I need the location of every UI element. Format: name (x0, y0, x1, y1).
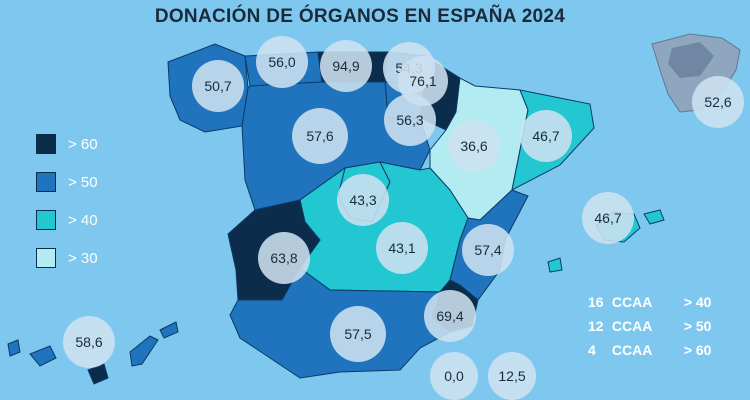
legend-label: > 60 (68, 135, 98, 153)
legend-item-gt60: > 60 (36, 134, 98, 154)
summary-threshold: > 50 (683, 318, 712, 334)
value-espana: 52,6 (692, 76, 744, 128)
legend-item-gt30: > 30 (36, 248, 98, 268)
legend-label: > 30 (68, 249, 98, 267)
value-cantabria: 94,9 (320, 40, 372, 92)
legend-item-gt40: > 40 (36, 210, 98, 230)
value-galicia: 50,7 (192, 60, 244, 112)
summary-label: CCAA (611, 294, 653, 310)
legend-swatch (36, 210, 56, 230)
map-title: DONACIÓN DE ÓRGANOS EN ESPAÑA 2024 (154, 6, 566, 27)
inset-spain-shading (668, 42, 714, 78)
value-comunidad-valenciana: 57,4 (462, 224, 514, 276)
legend-swatch (36, 172, 56, 192)
legend-swatch (36, 248, 56, 268)
summary-row: 12 CCAA > 50 (588, 318, 711, 334)
value-extremadura: 63,8 (258, 232, 310, 284)
value-melilla: 12,5 (488, 352, 536, 400)
region-canarias-2 (29, 345, 57, 367)
region-baleares-menorca (643, 209, 665, 225)
summary-label: CCAA (611, 342, 653, 358)
legend-label: > 40 (68, 211, 98, 229)
summary-threshold: > 40 (683, 294, 712, 310)
summary-threshold: > 60 (683, 342, 712, 358)
value-madrid: 43,3 (337, 174, 389, 226)
summary-row: 4 CCAA > 60 (588, 342, 711, 358)
value-canarias: 58,6 (63, 316, 115, 368)
summary-row: 16 CCAA > 40 (588, 294, 711, 310)
summary-count: 16 (588, 294, 604, 310)
region-baleares-ibiza (547, 257, 563, 273)
value-cataluna: 46,7 (520, 110, 572, 162)
summary-count: 4 (588, 342, 596, 358)
value-andalucia: 57,5 (330, 306, 386, 362)
value-baleares: 46,7 (582, 192, 634, 244)
region-canarias-1 (7, 339, 21, 357)
value-castilla-y-leon: 57,6 (292, 108, 348, 164)
value-aragon: 36,6 (448, 120, 500, 172)
value-murcia: 69,4 (424, 290, 476, 342)
region-canarias-5 (159, 321, 179, 339)
legend-item-gt50: > 50 (36, 172, 98, 192)
legend-label: > 50 (68, 173, 98, 191)
value-asturias: 56,0 (256, 36, 308, 88)
value-ceuta: 0,0 (430, 352, 478, 400)
value-castilla-la-mancha: 43,1 (376, 222, 428, 274)
summary-label: CCAA (611, 318, 653, 334)
summary-count: 12 (588, 318, 604, 334)
region-canarias-4 (129, 335, 159, 367)
legend-swatch (36, 134, 56, 154)
value-la-rioja: 56,3 (384, 94, 436, 146)
